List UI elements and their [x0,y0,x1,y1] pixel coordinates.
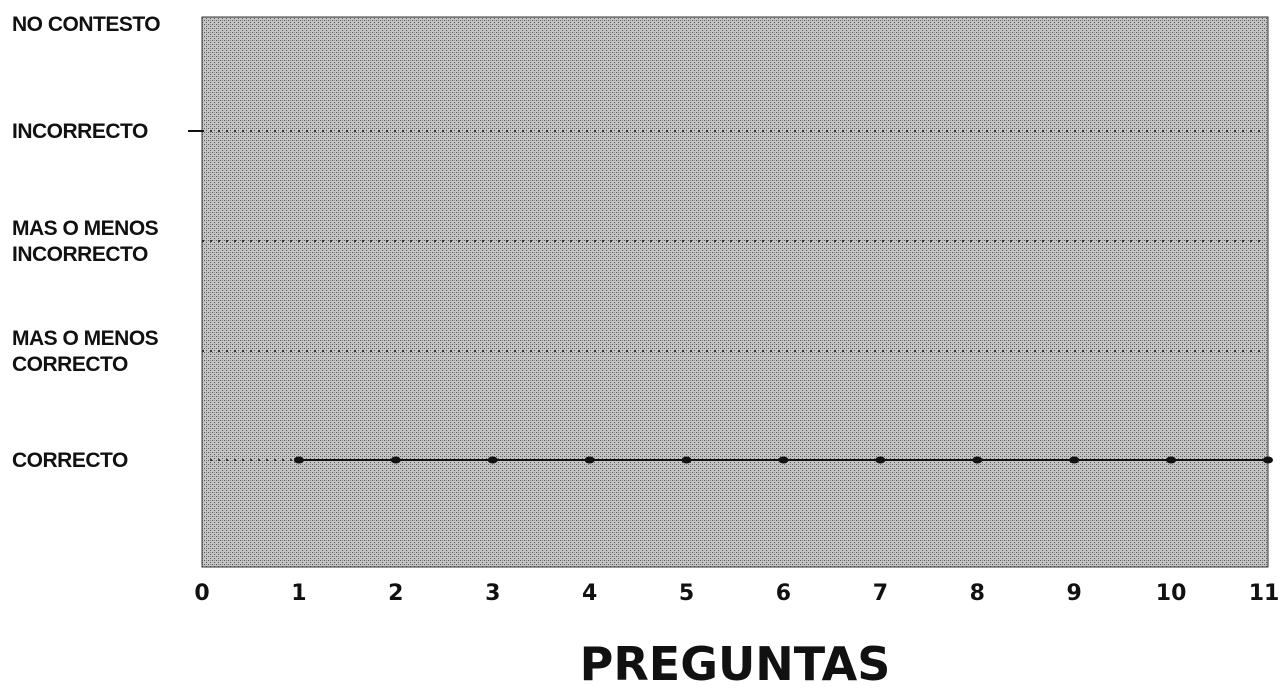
x-tick-label: 7 [873,581,888,606]
x-tick-label: 9 [1067,581,1082,606]
data-point [390,456,401,464]
data-point [875,456,886,464]
data-point [293,456,304,464]
x-axis-tick-labels: 0 1 2 3 4 5 6 7 8 9 10 11 [194,581,1279,606]
plot-area [201,16,1269,568]
y-axis-label-line: MAS O MENOS [12,327,159,350]
y-axis-label: INCORRECTO [12,120,148,143]
data-point [1166,456,1177,464]
x-tick-label: 6 [776,581,791,606]
x-tick-label: 8 [970,581,985,606]
data-point [1069,456,1080,464]
data-point [487,456,498,464]
y-axis-label-line: CORRECTO [12,353,128,376]
y-axis-label-line: CORRECTO [12,449,128,472]
data-point [1263,456,1273,464]
y-axis-label-line: NO CONTESTO [12,13,160,36]
data-point [972,456,983,464]
data-point [681,456,692,464]
y-axis-label-line: MAS O MENOS [12,217,159,240]
y-axis-label: MAS O MENOS INCORRECTO [12,217,159,266]
x-tick-label: 11 [1249,581,1280,606]
x-tick-label: 3 [485,581,500,606]
data-point [778,456,789,464]
x-tick-label: 4 [582,581,597,606]
y-axis-label: CORRECTO [12,449,128,472]
x-tick-label: 1 [291,581,306,606]
data-point [584,456,595,464]
y-axis-labels: CORRECTO MAS O MENOS CORRECTO MAS O MENOS IN… [12,13,161,472]
x-tick-label: 2 [388,581,403,606]
y-axis-label-line: INCORRECTO [12,243,148,266]
y-axis-label-line: INCORRECTO [12,120,148,143]
x-tick-label: 0 [194,581,209,606]
series-layer [293,456,1273,464]
x-tick-label: 5 [679,581,694,606]
x-axis-title: PREGUNTAS [580,637,891,690]
y-axis-label: NO CONTESTO [12,13,160,36]
y-axis-label: MAS O MENOS CORRECTO [12,327,159,376]
x-tick-label: 10 [1156,581,1187,606]
